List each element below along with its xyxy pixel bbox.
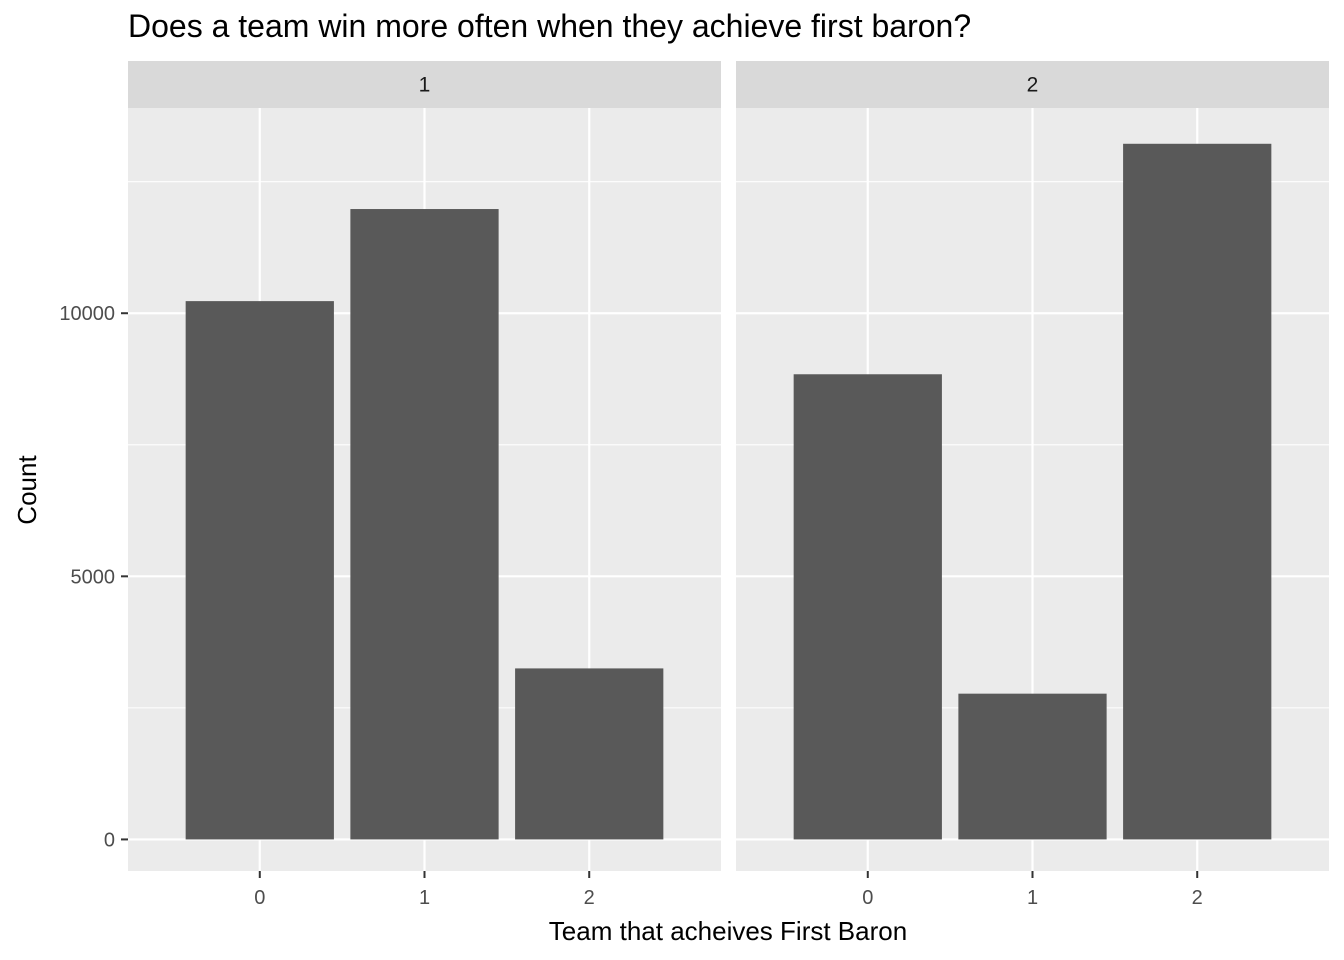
facet-strip xyxy=(128,61,721,108)
y-tick-label: 0 xyxy=(104,829,115,851)
y-tick-label: 5000 xyxy=(71,566,116,588)
x-axis-title: Team that acheives First Baron xyxy=(549,916,907,946)
x-tick-label: 0 xyxy=(862,887,873,909)
bar-facet-1-cat-0 xyxy=(185,301,334,840)
x-tick-label: 1 xyxy=(419,887,430,909)
facet-strip xyxy=(736,61,1329,108)
x-tick-label: 0 xyxy=(254,887,265,909)
facet-strip-label: 2 xyxy=(1027,74,1039,97)
facet-strip-label: 1 xyxy=(419,74,431,97)
x-tick-label: 2 xyxy=(584,887,595,909)
bar-facet-2-cat-2 xyxy=(1123,143,1272,840)
bar-facet-2-cat-1 xyxy=(958,693,1107,840)
bar-facet-2-cat-0 xyxy=(793,374,942,840)
chart-title: Does a team win more often when they ach… xyxy=(128,8,972,44)
x-tick-label: 2 xyxy=(1192,887,1203,909)
bar-facet-1-cat-2 xyxy=(515,668,664,840)
x-tick-label: 1 xyxy=(1027,887,1038,909)
bar-facet-1-cat-1 xyxy=(350,209,499,840)
y-tick-label: 10000 xyxy=(59,303,115,325)
y-axis-title: Count xyxy=(12,455,42,525)
